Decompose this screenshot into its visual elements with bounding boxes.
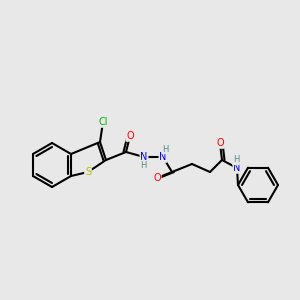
Text: O: O	[126, 131, 134, 141]
Text: O: O	[153, 173, 161, 183]
Text: N: N	[233, 163, 241, 173]
Text: H: H	[162, 145, 168, 154]
Text: O: O	[216, 138, 224, 148]
Text: N: N	[140, 152, 148, 162]
Text: H: H	[233, 155, 239, 164]
Text: N: N	[159, 152, 167, 162]
Text: H: H	[140, 160, 146, 169]
Text: S: S	[85, 167, 91, 177]
Text: Cl: Cl	[98, 117, 108, 127]
